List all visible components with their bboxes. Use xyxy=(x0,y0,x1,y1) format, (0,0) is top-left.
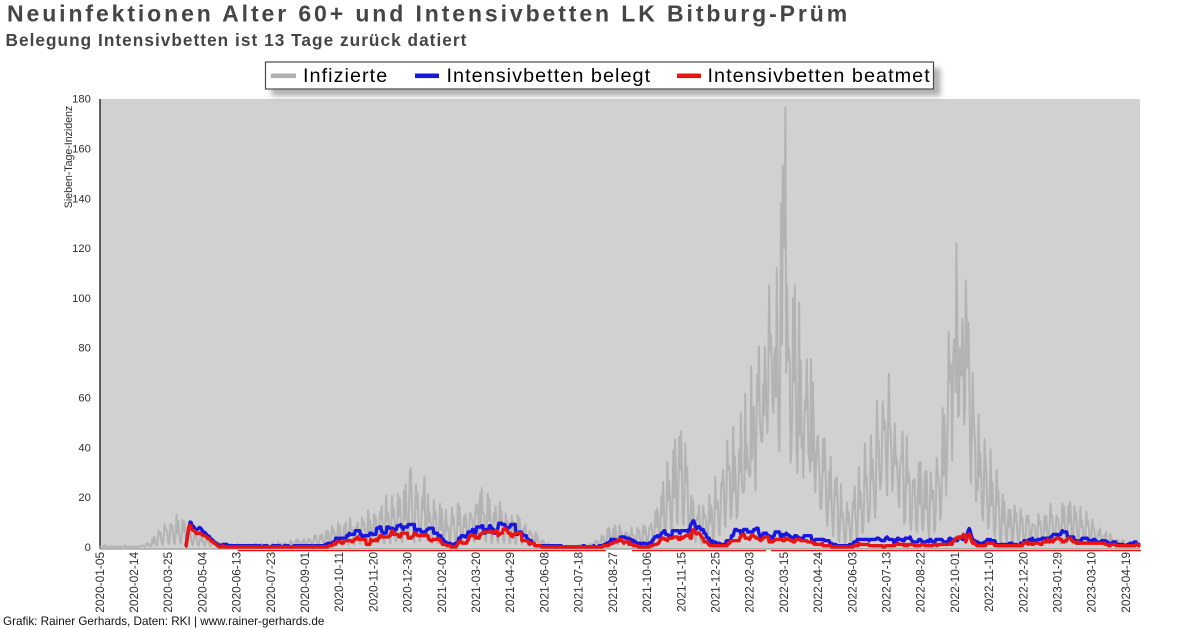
svg-text:Intensivbetten beatmet: Intensivbetten beatmet xyxy=(708,65,931,87)
svg-text:2022-06-03: 2022-06-03 xyxy=(845,552,859,613)
svg-text:2020-01-05: 2020-01-05 xyxy=(93,552,107,613)
svg-text:0: 0 xyxy=(85,542,91,554)
svg-text:2021-08-27: 2021-08-27 xyxy=(606,552,620,613)
svg-text:2020-07-23: 2020-07-23 xyxy=(264,552,278,613)
svg-text:Sieben-Tage-Inzidenz: Sieben-Tage-Inzidenz xyxy=(63,106,75,208)
svg-text:2021-11-15: 2021-11-15 xyxy=(674,552,688,612)
svg-text:2022-07-13: 2022-07-13 xyxy=(880,552,894,613)
svg-text:2020-05-04: 2020-05-04 xyxy=(195,552,209,613)
svg-text:2022-02-03: 2022-02-03 xyxy=(743,552,757,613)
svg-text:2020-12-30: 2020-12-30 xyxy=(401,552,415,613)
svg-text:Infizierte: Infizierte xyxy=(303,65,388,87)
svg-text:60: 60 xyxy=(78,393,90,405)
svg-text:20: 20 xyxy=(78,492,90,504)
svg-text:40: 40 xyxy=(78,442,90,454)
svg-text:2021-04-29: 2021-04-29 xyxy=(503,552,517,613)
svg-text:180: 180 xyxy=(72,94,91,106)
svg-text:2023-03-10: 2023-03-10 xyxy=(1085,552,1099,613)
svg-text:2020-03-25: 2020-03-25 xyxy=(161,552,175,613)
svg-text:2020-06-13: 2020-06-13 xyxy=(230,552,244,613)
svg-text:Grafik: Rainer Gerhards, Daten: Grafik: Rainer Gerhards, Daten: RKI | ww… xyxy=(3,615,324,628)
svg-text:2021-02-08: 2021-02-08 xyxy=(435,552,449,613)
svg-text:Belegung Intensivbetten ist 13: Belegung Intensivbetten ist 13 Tage zurü… xyxy=(6,30,468,50)
svg-text:Neuinfektionen Alter 60+ und I: Neuinfektionen Alter 60+ und Intensivbet… xyxy=(7,1,850,27)
svg-text:2022-04-24: 2022-04-24 xyxy=(811,552,825,613)
svg-text:160: 160 xyxy=(72,144,91,156)
svg-text:2023-04-19: 2023-04-19 xyxy=(1119,552,1133,613)
svg-text:2020-11-20: 2020-11-20 xyxy=(366,552,380,612)
svg-text:2021-06-08: 2021-06-08 xyxy=(538,552,552,613)
svg-text:2022-10-01: 2022-10-01 xyxy=(948,552,962,613)
svg-text:2020-09-01: 2020-09-01 xyxy=(298,552,312,613)
svg-text:2020-02-14: 2020-02-14 xyxy=(127,552,141,613)
svg-text:100: 100 xyxy=(72,293,91,305)
svg-text:2021-12-25: 2021-12-25 xyxy=(709,552,723,613)
svg-text:120: 120 xyxy=(72,243,91,255)
svg-text:140: 140 xyxy=(72,193,91,205)
svg-text:2022-03-15: 2022-03-15 xyxy=(777,552,791,613)
svg-text:2022-12-20: 2022-12-20 xyxy=(1016,552,1030,613)
svg-text:2022-08-22: 2022-08-22 xyxy=(914,552,928,613)
svg-text:2021-10-06: 2021-10-06 xyxy=(640,552,654,613)
svg-text:2022-11-10: 2022-11-10 xyxy=(982,552,996,612)
svg-text:2020-10-11: 2020-10-11 xyxy=(332,552,346,612)
svg-text:2021-03-20: 2021-03-20 xyxy=(469,552,483,613)
svg-text:80: 80 xyxy=(78,343,90,355)
svg-text:2021-07-18: 2021-07-18 xyxy=(572,552,586,613)
svg-text:Intensivbetten belegt: Intensivbetten belegt xyxy=(447,65,652,87)
svg-text:2023-01-29: 2023-01-29 xyxy=(1051,552,1065,613)
